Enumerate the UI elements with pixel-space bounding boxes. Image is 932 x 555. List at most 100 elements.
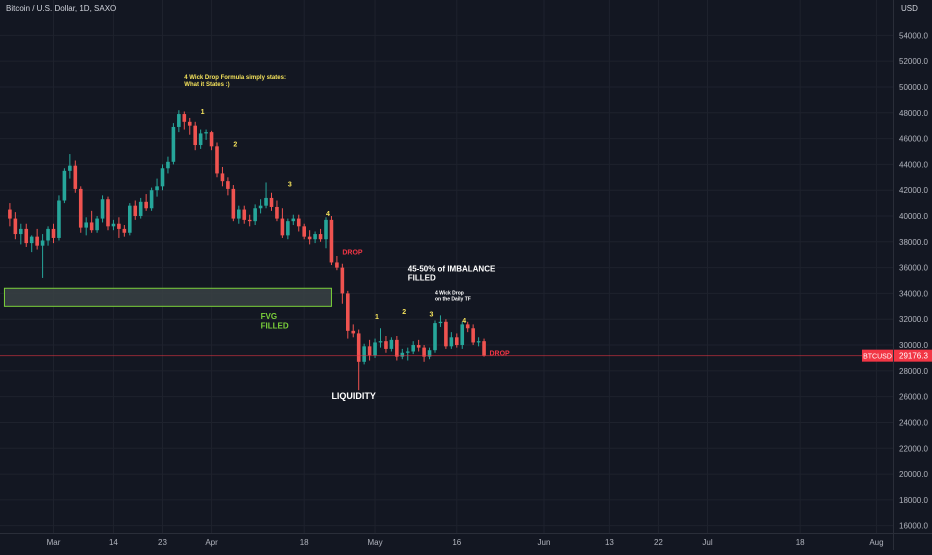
candle-body [231, 188, 236, 219]
candle [100, 195, 105, 223]
annotation-d4: 4 [462, 318, 466, 325]
candle-body [138, 201, 143, 216]
y-tick-label: 38000.0 [899, 238, 928, 247]
y-tick-label: 26000.0 [899, 393, 928, 402]
candle [476, 337, 481, 347]
y-tick-label: 46000.0 [899, 135, 928, 144]
candle [138, 197, 143, 219]
symbol-tag: BTCUSD [863, 354, 892, 361]
candle-body [340, 267, 345, 294]
candle-body [313, 234, 317, 240]
candle [46, 226, 50, 246]
x-tick-label: Aug [869, 538, 883, 547]
candle [149, 187, 154, 211]
candle-body [149, 190, 154, 209]
candle [73, 160, 78, 193]
y-tick-label: 34000.0 [899, 289, 928, 298]
candle-body [29, 236, 34, 244]
candle [411, 341, 415, 355]
candle [335, 256, 339, 271]
y-tick-label: 30000.0 [899, 341, 928, 350]
candle [51, 223, 56, 244]
candle [405, 347, 410, 361]
y-tick-label: 48000.0 [899, 109, 928, 118]
annotation-drop1: DROP [342, 250, 363, 257]
candle [111, 219, 116, 231]
candle-body [73, 165, 78, 189]
candle [204, 129, 208, 140]
last-price-tag-bg [894, 349, 932, 362]
candle [89, 210, 94, 233]
annotation-line: 2 [402, 309, 406, 316]
candle-body [335, 262, 339, 268]
annotation-d1: 1 [375, 314, 379, 321]
annotation-fvg: FVG FILLED [261, 312, 289, 330]
candle [29, 235, 34, 253]
candle-body [204, 132, 208, 134]
candle [68, 154, 72, 179]
annotation-line: 1 [201, 109, 205, 116]
candle [296, 214, 301, 232]
candle-body [444, 321, 448, 347]
candle-body [324, 219, 328, 240]
candle-body [187, 121, 192, 126]
last-price-tag: 29176.3 [899, 352, 928, 361]
candle [286, 218, 290, 240]
candle [291, 214, 296, 226]
candle-body [356, 333, 361, 362]
candles-layer [8, 110, 486, 391]
annotation-liquidity: LIQUIDITY [331, 391, 376, 401]
symbol-tag-bg [862, 349, 893, 362]
annotation-d2: 2 [402, 309, 406, 316]
candle-body [46, 228, 50, 241]
candle-body [51, 228, 56, 238]
candle-body [78, 188, 83, 228]
candle [166, 156, 170, 174]
candle-body [269, 197, 274, 207]
candle [40, 234, 45, 278]
candle [416, 339, 421, 352]
candle [329, 216, 334, 266]
candle-body [57, 200, 61, 238]
candle [438, 315, 443, 327]
candle [264, 182, 268, 209]
annotation-line: DROP [342, 250, 363, 257]
candle [122, 225, 127, 237]
candle-body [373, 342, 377, 356]
candle-body [160, 168, 165, 187]
price-axis[interactable]: 54000.0 52000.0 50000.0 48000.0 46000.0 44000… [899, 31, 928, 530]
y-tick-label: 20000.0 [899, 470, 928, 479]
annotation-line: on the Daily TF [435, 296, 471, 302]
symbol-title[interactable]: Bitcoin / U.S. Dollar, 1D, SAXO [6, 4, 117, 13]
candle [57, 195, 61, 241]
candle [258, 199, 263, 214]
candle-body [422, 347, 426, 357]
candle [106, 196, 110, 231]
x-tick-label: 13 [605, 538, 614, 547]
fvg-imbalance-zone [3, 287, 332, 307]
annotations-layer: 4 Wick Drop Formula simply states: What i… [184, 75, 510, 401]
x-tick-label: 16 [452, 538, 461, 547]
y-tick-label: 36000.0 [899, 264, 928, 273]
candle-body [19, 228, 23, 235]
candle-body [346, 293, 350, 331]
time-axis[interactable]: Mar1423Apr18May16Jun1322Jul18Aug15 [47, 538, 932, 547]
candle [400, 348, 405, 360]
candle-body [40, 240, 45, 246]
annotation-line: 4 [326, 211, 330, 218]
candle-body [62, 170, 67, 201]
candle [460, 321, 465, 349]
candle-body [264, 197, 268, 206]
candle-body [144, 201, 148, 209]
candle-body [460, 324, 465, 346]
candle-body [198, 133, 203, 146]
candle-body [400, 352, 405, 357]
x-tick-label: 22 [654, 538, 663, 547]
candle [84, 217, 88, 236]
candle-body [128, 205, 132, 233]
candle [340, 263, 345, 304]
y-tick-label: 42000.0 [899, 186, 928, 195]
annotation-line: 3 [288, 181, 292, 188]
